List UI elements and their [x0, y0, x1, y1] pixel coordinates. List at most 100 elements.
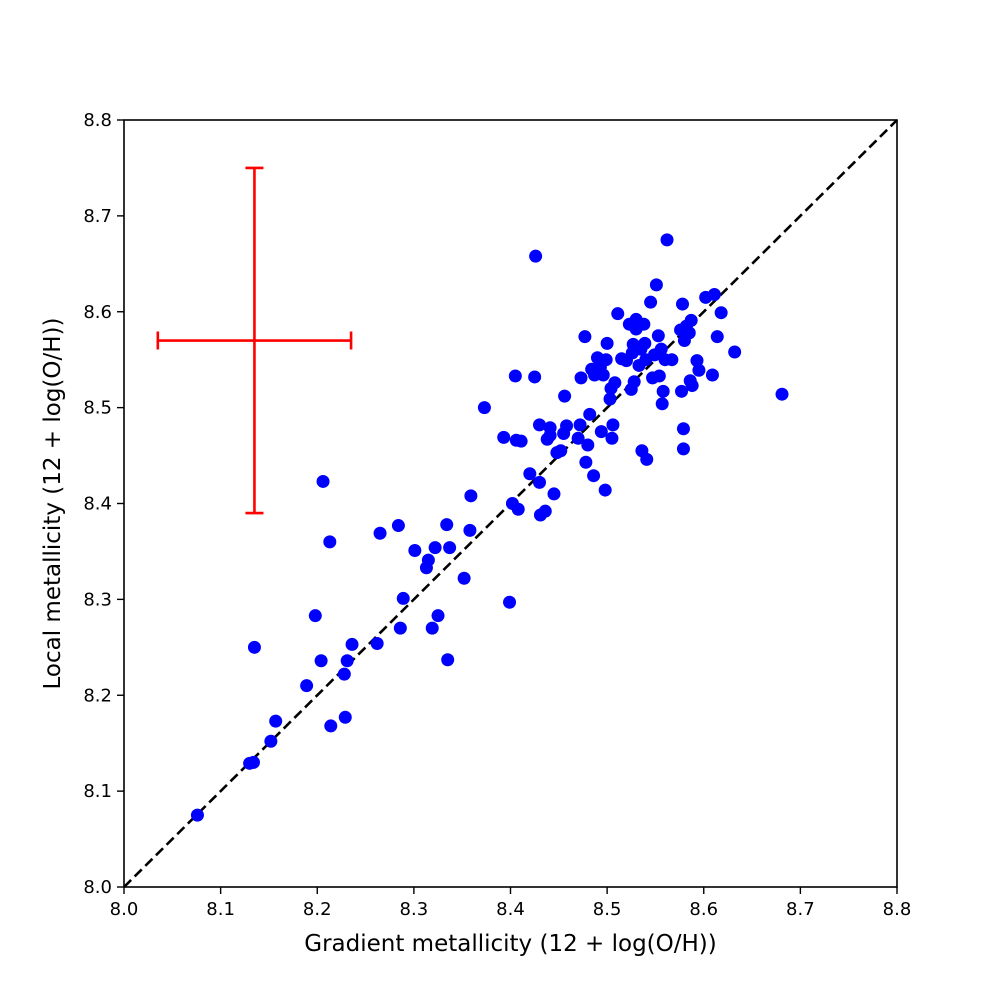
data-point-109: [675, 384, 689, 398]
data-point-71: [598, 483, 612, 497]
y-tick-label-0: 8.0: [83, 877, 112, 898]
y-tick-label-2: 8.2: [83, 685, 112, 706]
x-tick-label-8: 8.8: [883, 899, 912, 920]
data-point-56: [560, 419, 574, 433]
data-points-layer: [190, 233, 789, 822]
x-tick-label-0: 8.0: [110, 899, 139, 920]
data-point-92: [637, 317, 651, 331]
x-tick-label-6: 8.6: [689, 899, 718, 920]
data-point-70: [596, 368, 610, 382]
x-tick-label-5: 8.5: [593, 899, 622, 920]
data-point-5: [269, 714, 283, 728]
data-point-95: [640, 452, 654, 466]
x-tick-label-2: 8.2: [303, 899, 332, 920]
data-point-47: [538, 504, 552, 518]
y-tick-label-1: 8.1: [83, 781, 112, 802]
data-point-33: [477, 401, 491, 415]
data-point-9: [316, 474, 330, 488]
y-tick-label-5: 8.5: [83, 398, 112, 419]
y-tick-label-3: 8.3: [83, 589, 112, 610]
y-tick-label-4: 8.4: [83, 494, 112, 515]
data-point-17: [373, 526, 387, 540]
data-point-37: [508, 369, 522, 383]
data-point-44: [532, 418, 546, 432]
data-point-18: [391, 519, 405, 533]
data-point-124: [710, 330, 724, 344]
y-tick-label-8: 8.8: [83, 110, 112, 131]
data-point-99: [649, 278, 663, 292]
data-point-69: [594, 425, 608, 439]
data-point-3: [247, 640, 261, 654]
data-point-53: [554, 444, 568, 458]
data-point-102: [654, 342, 668, 356]
x-tick-label-7: 8.7: [786, 899, 815, 920]
data-point-107: [665, 353, 679, 367]
data-point-7: [308, 609, 322, 623]
x-axis-ticks: 8.0 8.1 8.2 8.3 8.4 8.5 8.6 8.7 8.8: [110, 887, 912, 920]
data-point-96: [644, 295, 658, 309]
data-point-125: [714, 306, 728, 320]
data-point-41: [523, 467, 537, 481]
data-point-4: [264, 734, 278, 748]
data-point-34: [497, 430, 511, 444]
data-point-122: [705, 368, 719, 382]
y-axis-ticks: 8.0 8.1 8.2 8.3 8.4 8.5 8.6 8.7 8.8: [83, 110, 124, 898]
data-point-79: [611, 307, 625, 321]
data-point-58: [573, 418, 587, 432]
data-point-40: [514, 434, 528, 448]
data-point-101: [652, 369, 666, 383]
data-point-25: [428, 541, 442, 555]
data-point-61: [579, 455, 593, 469]
data-point-0: [190, 808, 204, 822]
data-point-106: [660, 233, 674, 247]
data-point-112: [676, 442, 690, 456]
data-point-74: [603, 392, 617, 406]
data-point-11: [324, 719, 338, 733]
data-point-23: [421, 553, 435, 567]
x-tick-label-1: 8.1: [206, 899, 235, 920]
data-point-126: [728, 345, 742, 359]
data-point-24: [425, 621, 439, 635]
data-point-8: [314, 654, 328, 668]
data-point-15: [345, 637, 359, 651]
data-point-60: [578, 330, 592, 344]
data-point-28: [441, 653, 455, 667]
error-bar-layer: [156, 166, 353, 515]
data-point-120: [692, 363, 706, 377]
data-point-118: [685, 379, 699, 393]
data-point-127: [775, 387, 789, 401]
data-point-21: [408, 543, 422, 557]
data-point-76: [605, 431, 619, 445]
data-point-100: [651, 329, 665, 343]
data-point-93: [638, 336, 652, 350]
data-point-6: [300, 679, 314, 693]
data-point-104: [656, 384, 670, 398]
y-tick-label-6: 8.6: [83, 302, 112, 323]
data-point-115: [682, 326, 696, 340]
x-tick-label-4: 8.4: [496, 899, 525, 920]
data-point-78: [608, 376, 622, 390]
y-axis-label: Local metallicity (12 + log(O/H)): [40, 318, 66, 690]
data-point-42: [528, 370, 542, 384]
data-point-31: [463, 523, 477, 537]
data-point-2: [246, 755, 260, 769]
data-point-45: [532, 475, 546, 489]
data-point-10: [323, 535, 337, 549]
data-point-20: [396, 591, 410, 605]
data-point-27: [440, 518, 454, 532]
data-point-65: [587, 469, 601, 483]
data-point-72: [599, 353, 613, 367]
data-point-55: [558, 389, 572, 403]
data-point-86: [627, 375, 641, 389]
data-point-35: [503, 595, 517, 609]
data-point-43: [529, 249, 543, 263]
data-point-117: [684, 313, 698, 327]
data-point-62: [581, 438, 595, 452]
data-point-30: [457, 571, 471, 585]
data-point-26: [431, 609, 445, 623]
x-axis-label: Gradient metallicity (12 + log(O/H)): [304, 931, 717, 957]
data-point-111: [676, 422, 690, 436]
data-point-39: [511, 502, 525, 516]
